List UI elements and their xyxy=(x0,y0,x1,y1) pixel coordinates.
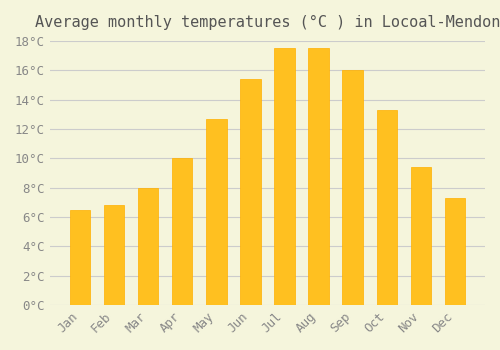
Bar xyxy=(240,79,260,305)
Bar xyxy=(172,158,193,305)
Bar xyxy=(138,188,158,305)
Bar xyxy=(376,110,397,305)
Bar xyxy=(206,119,227,305)
Bar xyxy=(308,48,329,305)
Title: Average monthly temperatures (°C ) in Locoal-Mendon: Average monthly temperatures (°C ) in Lo… xyxy=(34,15,500,30)
Bar xyxy=(445,198,465,305)
Bar xyxy=(342,70,363,305)
Bar xyxy=(104,205,124,305)
Bar xyxy=(70,210,90,305)
Bar xyxy=(274,48,294,305)
Bar xyxy=(410,167,431,305)
